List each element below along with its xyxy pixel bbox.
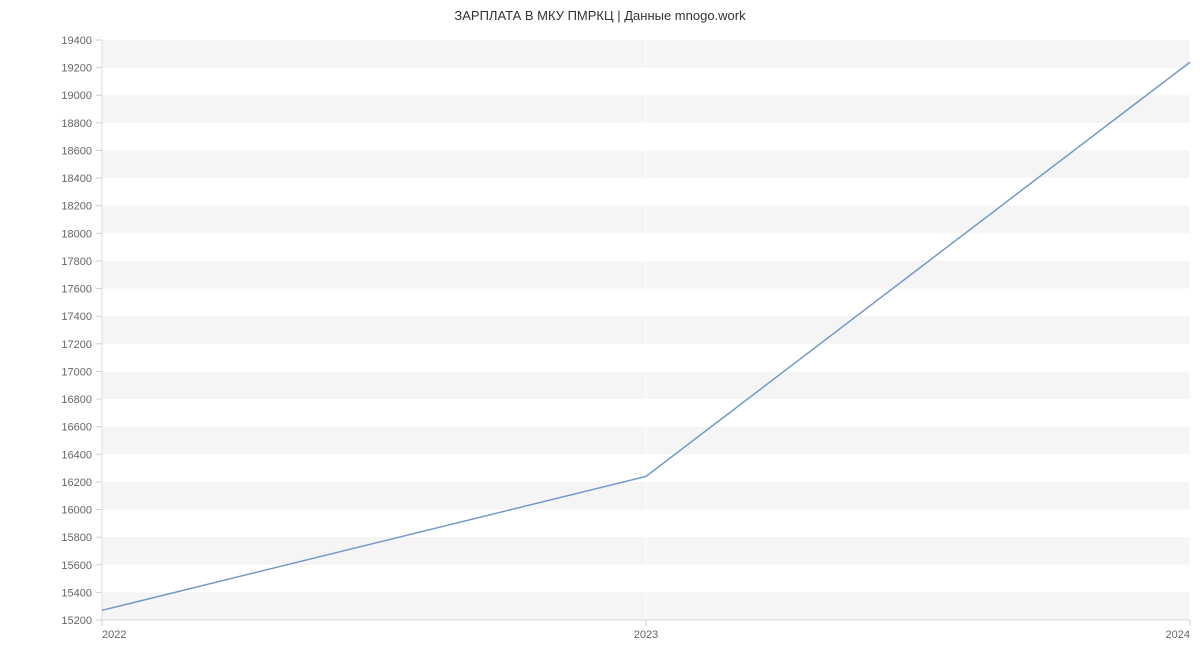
svg-text:2023: 2023 <box>634 629 658 641</box>
chart-svg: 15200 15400 15600 15800 16000 16200 16400 16600… <box>0 0 1200 650</box>
svg-text:15400: 15400 <box>61 587 92 599</box>
svg-text:18800: 18800 <box>61 118 92 130</box>
svg-text:17600: 17600 <box>61 284 92 296</box>
svg-text:19200: 19200 <box>61 63 92 75</box>
svg-text:15200: 15200 <box>61 615 92 627</box>
svg-text:2024: 2024 <box>1166 629 1190 641</box>
svg-text:16000: 16000 <box>61 505 92 517</box>
svg-text:19400: 19400 <box>61 35 92 47</box>
svg-text:17800: 17800 <box>61 256 92 268</box>
salary-line-chart: ЗАРПЛАТА В МКУ ПМРКЦ | Данные mnogo.work… <box>0 0 1200 650</box>
svg-text:17000: 17000 <box>61 366 92 378</box>
svg-text:19000: 19000 <box>61 90 92 102</box>
svg-text:16400: 16400 <box>61 449 92 461</box>
svg-text:17200: 17200 <box>61 339 92 351</box>
svg-text:15600: 15600 <box>61 560 92 572</box>
svg-text:16200: 16200 <box>61 477 92 489</box>
svg-text:17400: 17400 <box>61 311 92 323</box>
svg-text:16600: 16600 <box>61 422 92 434</box>
svg-text:18200: 18200 <box>61 201 92 213</box>
svg-text:18600: 18600 <box>61 145 92 157</box>
svg-text:2022: 2022 <box>102 629 126 641</box>
svg-text:16800: 16800 <box>61 394 92 406</box>
svg-text:15800: 15800 <box>61 532 92 544</box>
svg-text:18400: 18400 <box>61 173 92 185</box>
chart-title: ЗАРПЛАТА В МКУ ПМРКЦ | Данные mnogo.work <box>0 8 1200 23</box>
svg-text:18000: 18000 <box>61 228 92 240</box>
